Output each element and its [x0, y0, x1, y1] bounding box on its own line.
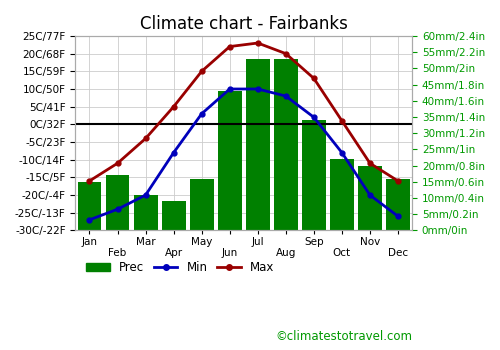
Bar: [302, 120, 326, 230]
Bar: [190, 178, 214, 230]
Text: Dec: Dec: [388, 248, 408, 259]
Legend: Prec, Min, Max: Prec, Min, Max: [82, 257, 280, 279]
Text: Aug: Aug: [276, 248, 296, 259]
Text: Apr: Apr: [164, 248, 182, 259]
Bar: [330, 159, 354, 230]
Text: ©climatestotravel.com: ©climatestotravel.com: [275, 330, 412, 343]
Bar: [134, 195, 158, 230]
Bar: [106, 175, 130, 230]
Bar: [386, 178, 410, 230]
Title: Climate chart - Fairbanks: Climate chart - Fairbanks: [140, 15, 348, 33]
Bar: [246, 59, 270, 230]
Bar: [274, 59, 297, 230]
Bar: [162, 201, 186, 230]
Text: Jun: Jun: [222, 248, 238, 259]
Bar: [78, 182, 102, 230]
Bar: [358, 166, 382, 230]
Text: Feb: Feb: [108, 248, 126, 259]
Bar: [218, 91, 242, 230]
Text: Oct: Oct: [333, 248, 351, 259]
